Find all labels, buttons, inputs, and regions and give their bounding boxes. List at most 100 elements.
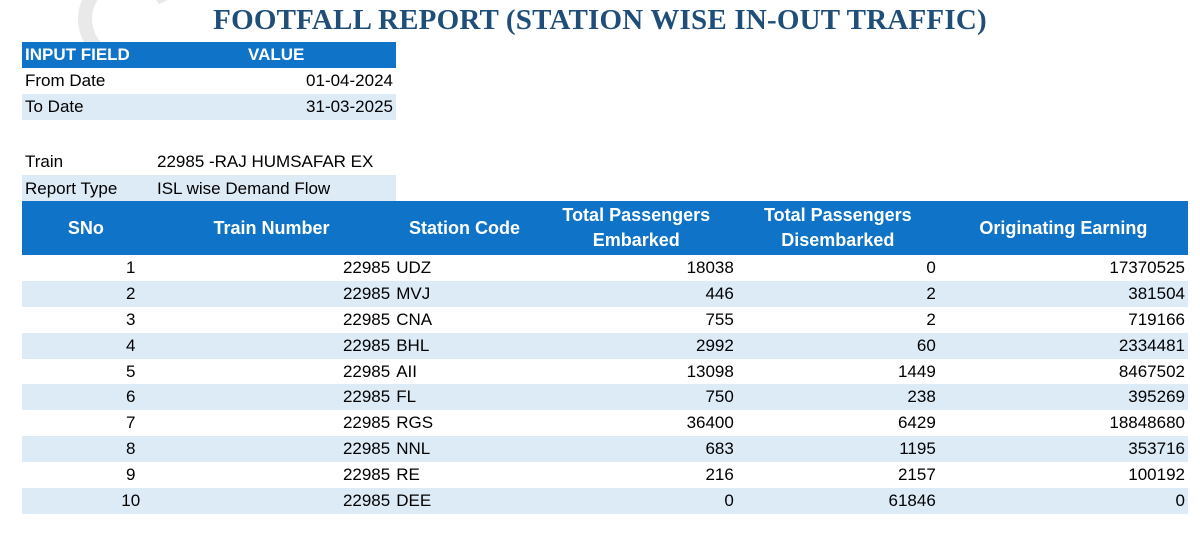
header-disembarked: Total Passengers Disembarked [736, 201, 939, 255]
cell-station-code: FL [396, 387, 417, 407]
sno-value: 5 [126, 361, 136, 381]
cell-embarked: 446 [705, 283, 734, 303]
sno-value: 10 [121, 490, 141, 510]
traffic-table-body: 1 22985 UDZ 18038 0 17370525 2 22985 MVJ… [22, 255, 1188, 514]
from-date-value: 01-04-2024 [306, 71, 393, 90]
cell-station-code: RGS [396, 413, 434, 433]
cell-embarked: 0 [724, 490, 734, 510]
train-label: Train [25, 151, 64, 171]
cell-embarked: 18038 [686, 257, 734, 277]
cell-earning: 719166 [1128, 309, 1185, 329]
cell-disembarked: 2157 [897, 465, 936, 485]
sno-value: 2 [126, 283, 136, 303]
cell-earning: 18848680 [1109, 413, 1185, 433]
to-date-value: 31-03-2025 [306, 97, 393, 116]
report-type-value: ISL wise Demand Flow [157, 178, 331, 198]
train-value: 22985 -RAJ HUMSAFAR EX [157, 151, 374, 171]
cell-sno: 1 [22, 255, 150, 281]
cell-earning: 8467502 [1118, 361, 1185, 381]
cell-disembarked: 2 [926, 309, 936, 329]
table-row: 9 22985 RE 216 2157 100192 [22, 462, 1188, 488]
sno-value: 4 [126, 335, 136, 355]
cell-train-number: 22985 [342, 439, 391, 459]
table-row: 10 22985 DEE 0 61846 0 [22, 488, 1188, 514]
header-disembarked-line1: Total Passengers [763, 205, 912, 225]
table-row: 1 22985 UDZ 18038 0 17370525 [22, 255, 1188, 281]
sno-value: 1 [126, 257, 136, 277]
cell-disembarked: 2 [926, 283, 936, 303]
cell-station-code: RE [396, 465, 420, 485]
cell-train-number: 22985 [342, 387, 391, 407]
cell-sno: 4 [22, 333, 150, 359]
cell-disembarked: 6429 [897, 413, 936, 433]
cell-station-code: UDZ [396, 257, 432, 277]
cell-train-number: 22985 [342, 490, 391, 510]
header-input-field: INPUT FIELD [22, 42, 248, 68]
input-field-table: INPUT FIELD VALUE From Date 01-04-2024 T… [22, 42, 396, 120]
report-type-label: Report Type [25, 178, 118, 198]
cell-train-number: 22985 [342, 309, 391, 329]
sno-value: 8 [126, 439, 136, 459]
cell-station-code: AII [396, 361, 418, 381]
cell-station-code: CNA [396, 309, 433, 329]
cell-train-number: 22985 [342, 283, 391, 303]
cell-disembarked: 0 [926, 257, 936, 277]
table-row: 3 22985 CNA 755 2 719166 [22, 307, 1188, 333]
meta-row-train: Train 22985 -RAJ HUMSAFAR EX [22, 148, 396, 175]
table-row: 6 22985 FL 750 238 395269 [22, 384, 1188, 411]
cell-disembarked: 60 [916, 335, 936, 355]
from-date-label: From Date [25, 71, 106, 90]
cell-earning: 381504 [1128, 283, 1185, 303]
cell-sno: 2 [22, 281, 150, 307]
report-meta-table: Train 22985 -RAJ HUMSAFAR EX Report Type… [22, 148, 396, 202]
report-title: FOOTFALL REPORT (STATION WISE IN-OUT TRA… [213, 4, 987, 36]
header-disembarked-line2: Disembarked [781, 230, 895, 250]
cell-disembarked: 1449 [897, 361, 936, 381]
cell-earning: 395269 [1128, 387, 1185, 407]
header-embarked-line2: Embarked [592, 230, 680, 250]
header-originating-earning: Originating Earning [938, 201, 1188, 255]
table-row: 5 22985 AII 13098 1449 8467502 [22, 359, 1188, 385]
header-embarked-line1: Total Passengers [562, 205, 711, 225]
sno-value: 7 [126, 413, 136, 433]
cell-train-number: 22985 [342, 361, 391, 381]
cell-earning: 100192 [1128, 465, 1185, 485]
traffic-table-header: SNo Train Number Station Code Total Pass… [22, 201, 1188, 255]
cell-earning: 353716 [1128, 439, 1185, 459]
input-row-from-date: From Date 01-04-2024 [22, 68, 396, 94]
sno-value: 9 [126, 465, 136, 485]
table-row: 7 22985 RGS 36400 6429 18848680 [22, 410, 1188, 436]
cell-embarked: 755 [705, 309, 734, 329]
cell-sno: 5 [22, 359, 150, 385]
header-embarked: Total Passengers Embarked [535, 201, 737, 255]
cell-disembarked: 1195 [899, 439, 936, 459]
cell-embarked: 683 [705, 439, 734, 459]
cell-embarked: 216 [705, 465, 734, 485]
cell-station-code: BHL [396, 335, 430, 355]
traffic-table: SNo Train Number Station Code Total Pass… [22, 201, 1188, 514]
cell-station-code: NNL [396, 439, 431, 459]
input-row-to-date: To Date 31-03-2025 [22, 94, 396, 120]
cell-sno: 3 [22, 307, 150, 333]
header-train-number: Train Number [149, 201, 394, 255]
cell-train-number: 22985 [342, 335, 391, 355]
table-row: 4 22985 BHL 2992 60 2334481 [22, 332, 1188, 359]
cell-sno: 8 [22, 436, 150, 462]
header-station-code: Station Code [393, 201, 536, 255]
sno-value: 6 [126, 387, 136, 407]
cell-earning: 2334481 [1118, 335, 1185, 355]
cell-train-number: 22985 [342, 465, 391, 485]
cell-train-number: 22985 [342, 413, 391, 433]
header-value: VALUE [248, 42, 396, 68]
cell-embarked: 13098 [686, 361, 734, 381]
to-date-label: To Date [25, 97, 84, 116]
cell-earning: 0 [1175, 490, 1185, 510]
cell-station-code: DEE [396, 490, 432, 510]
cell-sno: 9 [22, 462, 150, 488]
cell-disembarked: 238 [907, 387, 936, 407]
cell-sno: 7 [22, 410, 150, 436]
cell-disembarked: 61846 [888, 490, 936, 510]
cell-sno: 10 [22, 488, 150, 514]
cell-sno: 6 [22, 384, 150, 410]
cell-embarked: 750 [705, 387, 734, 407]
